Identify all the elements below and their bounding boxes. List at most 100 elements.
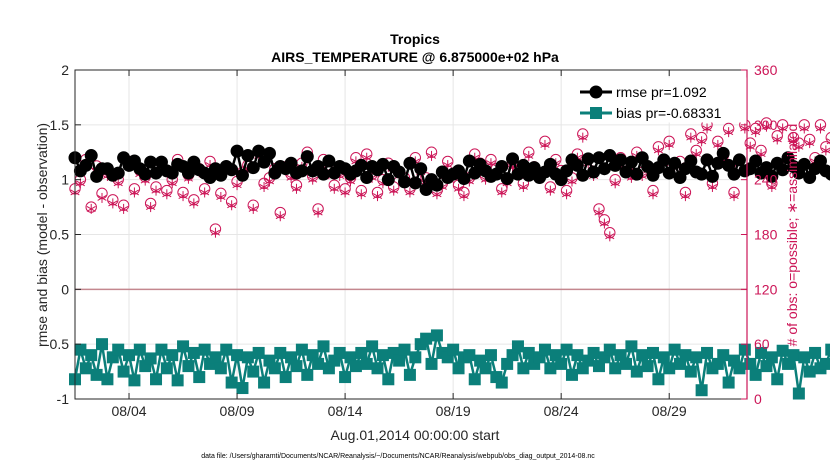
rmse-point <box>570 158 584 172</box>
asterisk-stroke <box>821 147 830 154</box>
bias-point <box>128 374 141 387</box>
obs-assimilated-marker <box>567 176 577 187</box>
bias-point <box>738 343 751 356</box>
bias-point <box>101 373 114 386</box>
bias-point <box>803 365 816 378</box>
y-tick-label: 0 <box>61 281 69 297</box>
bias-point <box>268 362 281 375</box>
bias-point <box>360 357 373 370</box>
bias-point <box>317 340 330 353</box>
obs-assimilated-marker <box>248 203 258 214</box>
asterisk-stroke <box>524 152 534 159</box>
bias-point <box>517 362 530 375</box>
asterisk-stroke <box>686 134 696 141</box>
asterisk-stroke <box>761 123 772 130</box>
rmse-point <box>376 157 390 171</box>
bias-point <box>85 349 98 362</box>
bias-point <box>479 362 492 375</box>
rmse-point <box>235 168 249 182</box>
obs-assimilated-marker <box>389 185 399 196</box>
asterisk-stroke <box>259 184 269 190</box>
asterisk-stroke <box>778 125 788 132</box>
rmse-point <box>776 163 790 177</box>
asterisk-stroke <box>545 187 555 194</box>
rmse-point <box>138 167 152 181</box>
bias-point <box>74 343 87 356</box>
asterisk-stroke <box>486 160 496 167</box>
bias-point <box>339 371 352 384</box>
bias-point <box>112 343 125 356</box>
rmse-point <box>560 164 574 178</box>
asterisk-stroke <box>75 180 85 187</box>
bias-point <box>641 360 654 373</box>
y2-tick-label: 0 <box>754 391 762 407</box>
bias-point <box>160 362 173 375</box>
rmse-point <box>597 162 611 176</box>
asterisk-stroke <box>216 194 226 200</box>
bias-point <box>166 349 179 362</box>
bias-point <box>144 352 157 365</box>
obs-assimilated-marker <box>216 192 226 203</box>
asterisk-stroke <box>86 205 96 212</box>
obs-assimilated-marker <box>313 207 323 218</box>
rmse-point <box>587 165 601 179</box>
bias-point <box>198 343 211 356</box>
bias-point <box>630 365 643 378</box>
bias-point <box>279 371 292 384</box>
obs-assimilated-marker <box>599 218 609 229</box>
asterisk-stroke <box>805 140 815 147</box>
bias-point <box>825 343 830 356</box>
asterisk-stroke <box>740 125 750 132</box>
chart-subtitle: AIRS_TEMPERATURE @ 6.875000e+02 hPa <box>271 49 559 65</box>
rmse-point <box>462 154 476 168</box>
asterisk-stroke <box>275 213 285 220</box>
bias-point <box>809 346 822 359</box>
obs-assimilated-marker <box>329 183 339 194</box>
legend: rmse pr=1.092 bias pr=-0.68331 <box>575 77 747 123</box>
asterisk-stroke <box>362 154 372 161</box>
asterisk-stroke <box>610 180 620 187</box>
obs-assimilated-marker <box>108 198 118 209</box>
rmse-point <box>506 152 520 166</box>
asterisk-stroke <box>561 191 572 198</box>
asterisk-stroke <box>599 220 609 227</box>
asterisk-stroke <box>151 187 161 194</box>
bias-point <box>652 373 665 386</box>
bias-point <box>668 343 681 356</box>
x-tick-label: 08/09 <box>220 403 255 419</box>
bias-point <box>123 349 136 362</box>
bias-point <box>733 362 746 375</box>
data-file-footer: data file: /Users/gharamti/Documents/NCA… <box>201 453 595 460</box>
obs-assimilated-marker <box>486 158 496 169</box>
bias-point <box>657 351 670 364</box>
obs-assimilated-marker <box>119 203 129 214</box>
asterisk-stroke <box>97 195 107 201</box>
bias-point <box>765 351 778 364</box>
obs-assimilated-marker <box>788 136 799 147</box>
y-tick-label: 1.5 <box>50 117 70 133</box>
chart-title: Tropics <box>390 31 440 47</box>
obs-assimilated-marker <box>540 139 550 150</box>
obs-assimilated-marker <box>129 187 140 198</box>
asterisk-stroke <box>146 204 156 211</box>
legend-box <box>575 77 747 123</box>
bias-point <box>177 340 190 353</box>
obs-assimilated-marker <box>259 181 269 192</box>
asterisk-stroke <box>432 191 442 198</box>
asterisk-stroke <box>540 142 550 148</box>
bias-point <box>679 349 692 362</box>
bias-point <box>117 365 130 378</box>
asterisk-stroke <box>664 142 674 148</box>
rmse-point <box>813 154 827 168</box>
asterisk-stroke <box>788 138 799 145</box>
obs-assimilated-marker <box>680 191 690 202</box>
bias-point <box>787 349 800 362</box>
asterisk-stroke <box>200 189 210 196</box>
asterisk-stroke <box>443 162 453 168</box>
bias-point <box>209 351 222 364</box>
rmse-point <box>457 172 471 186</box>
asterisk-stroke <box>680 193 690 200</box>
asterisk-stroke <box>691 151 701 158</box>
bias-point <box>468 373 481 386</box>
